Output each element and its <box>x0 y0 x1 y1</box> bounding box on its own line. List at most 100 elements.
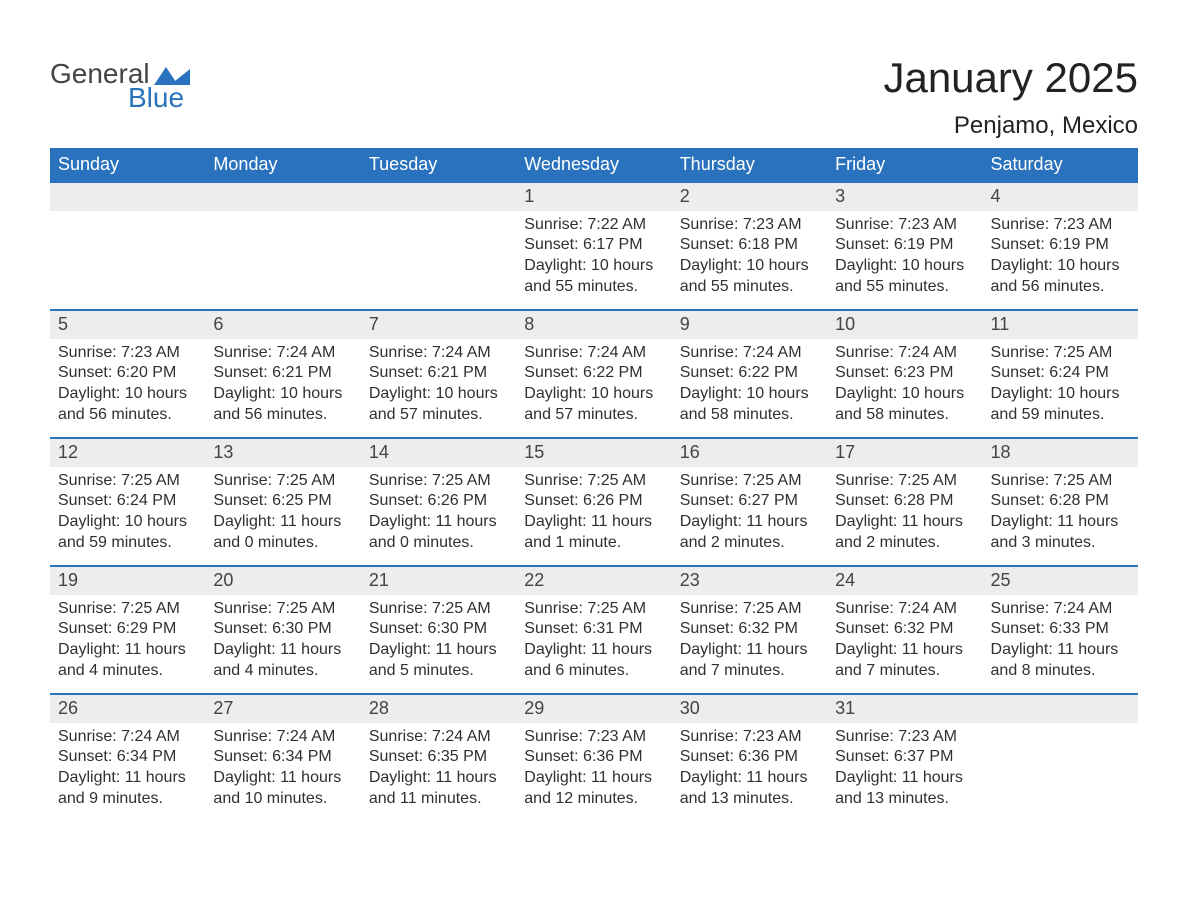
sunrise-text: Sunrise: 7:24 AM <box>369 727 508 748</box>
calendar-cell: 29 Sunrise: 7:23 AMSunset: 6:36 PMDayligh… <box>516 694 671 822</box>
daylight-text: Daylight: 11 hours and 0 minutes. <box>369 512 508 554</box>
day-details: Sunrise: 7:23 AMSunset: 6:36 PMDaylight:… <box>672 723 827 818</box>
sunrise-text: Sunrise: 7:23 AM <box>58 343 197 364</box>
day-number: 29 <box>516 695 671 723</box>
sunrise-text: Sunrise: 7:23 AM <box>524 727 663 748</box>
day-number: 7 <box>361 311 516 339</box>
calendar-cell: 19Sunrise: 7:25 AMSunset: 6:29 PMDayligh… <box>50 566 205 694</box>
day-number: 23 <box>672 567 827 595</box>
sunrise-text: Sunrise: 7:25 AM <box>58 599 197 620</box>
calendar-cell: 5Sunrise: 7:23 AMSunset: 6:20 PMDaylight… <box>50 310 205 438</box>
daylight-text: Daylight: 10 hours and 55 minutes. <box>524 256 663 298</box>
calendar-cell: 2Sunrise: 7:23 AMSunset: 6:18 PMDaylight… <box>672 182 827 310</box>
day-details: Sunrise: 7:24 AMSunset: 6:22 PMDaylight:… <box>516 339 671 434</box>
calendar-cell: 28Sunrise: 7:24 AMSunset: 6:35 PMDayligh… <box>361 694 516 822</box>
daylight-text: Daylight: 10 hours and 59 minutes. <box>991 384 1130 426</box>
calendar-cell: 25Sunrise: 7:24 AMSunset: 6:33 PMDayligh… <box>983 566 1138 694</box>
daylight-text: Daylight: 11 hours and 11 minutes. <box>369 768 508 810</box>
sunrise-text: Sunrise: 7:25 AM <box>991 471 1130 492</box>
sunset-text: Sunset: 6:23 PM <box>835 363 974 384</box>
day-details: Sunrise: 7:23 AMSunset: 6:19 PMDaylight:… <box>983 211 1138 306</box>
day-number: 18 <box>983 439 1138 467</box>
column-header: Sunday <box>50 148 205 182</box>
calendar-cell: 7Sunrise: 7:24 AMSunset: 6:21 PMDaylight… <box>361 310 516 438</box>
calendar-page: General Blue January 2025 Penjamo, Mexic… <box>0 0 1188 862</box>
calendar-cell: 3Sunrise: 7:23 AMSunset: 6:19 PMDaylight… <box>827 182 982 310</box>
sunset-text: Sunset: 6:17 PM <box>524 235 663 256</box>
sunset-text: Sunset: 6:35 PM <box>369 747 508 768</box>
day-details: Sunrise: 7:25 AMSunset: 6:30 PMDaylight:… <box>361 595 516 690</box>
calendar-week: 19Sunrise: 7:25 AMSunset: 6:29 PMDayligh… <box>50 566 1138 694</box>
calendar-cell: 17Sunrise: 7:25 AMSunset: 6:28 PMDayligh… <box>827 438 982 566</box>
sunrise-text: Sunrise: 7:23 AM <box>680 215 819 236</box>
sunset-text: Sunset: 6:25 PM <box>213 491 352 512</box>
sunset-text: Sunset: 6:19 PM <box>991 235 1130 256</box>
daylight-text: Daylight: 11 hours and 7 minutes. <box>835 640 974 682</box>
sunset-text: Sunset: 6:24 PM <box>991 363 1130 384</box>
day-number: 26 <box>50 695 205 723</box>
day-number <box>361 183 516 211</box>
calendar-cell: 27Sunrise: 7:24 AMSunset: 6:34 PMDayligh… <box>205 694 360 822</box>
daylight-text: Daylight: 11 hours and 13 minutes. <box>835 768 974 810</box>
sunrise-text: Sunrise: 7:25 AM <box>680 471 819 492</box>
sunset-text: Sunset: 6:36 PM <box>524 747 663 768</box>
sunrise-text: Sunrise: 7:25 AM <box>213 599 352 620</box>
sunrise-text: Sunrise: 7:24 AM <box>835 343 974 364</box>
sunset-text: Sunset: 6:32 PM <box>835 619 974 640</box>
day-number: 21 <box>361 567 516 595</box>
calendar-cell: 12Sunrise: 7:25 AMSunset: 6:24 PMDayligh… <box>50 438 205 566</box>
calendar-cell: 8Sunrise: 7:24 AMSunset: 6:22 PMDaylight… <box>516 310 671 438</box>
sunrise-text: Sunrise: 7:23 AM <box>680 727 819 748</box>
calendar-cell: 10Sunrise: 7:24 AMSunset: 6:23 PMDayligh… <box>827 310 982 438</box>
day-number: 2 <box>672 183 827 211</box>
daylight-text: Daylight: 10 hours and 55 minutes. <box>680 256 819 298</box>
day-details: Sunrise: 7:25 AMSunset: 6:28 PMDaylight:… <box>983 467 1138 562</box>
calendar-cell <box>361 182 516 310</box>
sunrise-text: Sunrise: 7:25 AM <box>369 471 508 492</box>
day-number: 9 <box>672 311 827 339</box>
daylight-text: Daylight: 10 hours and 58 minutes. <box>680 384 819 426</box>
day-details: Sunrise: 7:24 AMSunset: 6:35 PMDaylight:… <box>361 723 516 818</box>
column-header: Thursday <box>672 148 827 182</box>
calendar-cell <box>50 182 205 310</box>
day-number: 20 <box>205 567 360 595</box>
sunrise-text: Sunrise: 7:25 AM <box>524 599 663 620</box>
sunrise-text: Sunrise: 7:25 AM <box>991 343 1130 364</box>
sunset-text: Sunset: 6:32 PM <box>680 619 819 640</box>
daylight-text: Daylight: 11 hours and 13 minutes. <box>680 768 819 810</box>
daylight-text: Daylight: 10 hours and 56 minutes. <box>58 384 197 426</box>
logo-blue-text: Blue <box>128 82 184 114</box>
sunset-text: Sunset: 6:29 PM <box>58 619 197 640</box>
sunset-text: Sunset: 6:19 PM <box>835 235 974 256</box>
day-details: Sunrise: 7:25 AMSunset: 6:27 PMDaylight:… <box>672 467 827 562</box>
day-details: Sunrise: 7:23 AMSunset: 6:20 PMDaylight:… <box>50 339 205 434</box>
column-header: Monday <box>205 148 360 182</box>
sunrise-text: Sunrise: 7:24 AM <box>991 599 1130 620</box>
day-details: Sunrise: 7:24 AMSunset: 6:21 PMDaylight:… <box>361 339 516 434</box>
calendar-cell: 31Sunrise: 7:23 AMSunset: 6:37 PMDayligh… <box>827 694 982 822</box>
day-details: Sunrise: 7:25 AMSunset: 6:25 PMDaylight:… <box>205 467 360 562</box>
daylight-text: Daylight: 10 hours and 56 minutes. <box>213 384 352 426</box>
sunrise-text: Sunrise: 7:25 AM <box>680 599 819 620</box>
day-number: 31 <box>827 695 982 723</box>
calendar-cell: 18Sunrise: 7:25 AMSunset: 6:28 PMDayligh… <box>983 438 1138 566</box>
daylight-text: Daylight: 11 hours and 3 minutes. <box>991 512 1130 554</box>
day-number: 8 <box>516 311 671 339</box>
day-number: 11 <box>983 311 1138 339</box>
sunrise-text: Sunrise: 7:24 AM <box>58 727 197 748</box>
day-details: Sunrise: 7:25 AMSunset: 6:24 PMDaylight:… <box>983 339 1138 434</box>
day-details: Sunrise: 7:25 AMSunset: 6:26 PMDaylight:… <box>361 467 516 562</box>
daylight-text: Daylight: 11 hours and 12 minutes. <box>524 768 663 810</box>
calendar-body: 1Sunrise: 7:22 AMSunset: 6:17 PMDaylight… <box>50 182 1138 822</box>
sunset-text: Sunset: 6:34 PM <box>58 747 197 768</box>
day-details: Sunrise: 7:23 AMSunset: 6:18 PMDaylight:… <box>672 211 827 306</box>
sunrise-text: Sunrise: 7:25 AM <box>524 471 663 492</box>
sunrise-text: Sunrise: 7:24 AM <box>213 343 352 364</box>
sunrise-text: Sunrise: 7:25 AM <box>369 599 508 620</box>
sunset-text: Sunset: 6:28 PM <box>991 491 1130 512</box>
daylight-text: Daylight: 10 hours and 58 minutes. <box>835 384 974 426</box>
calendar-week: 1Sunrise: 7:22 AMSunset: 6:17 PMDaylight… <box>50 182 1138 310</box>
calendar-cell: 23Sunrise: 7:25 AMSunset: 6:32 PMDayligh… <box>672 566 827 694</box>
calendar-cell: 30Sunrise: 7:23 AMSunset: 6:36 PMDayligh… <box>672 694 827 822</box>
sunrise-text: Sunrise: 7:24 AM <box>369 343 508 364</box>
